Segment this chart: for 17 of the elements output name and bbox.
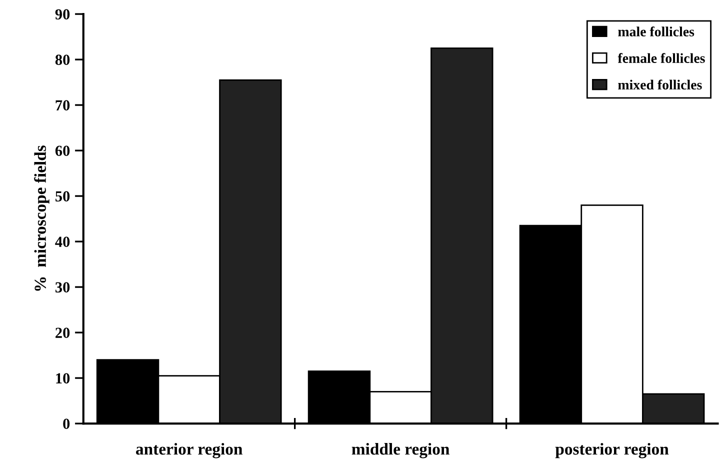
x-tick-label: middle region: [352, 442, 450, 458]
y-tick-label: 50: [56, 191, 70, 202]
y-tick-label: 10: [56, 373, 70, 384]
x-tick-label: anterior region: [136, 442, 242, 458]
legend-label: female follicles: [618, 53, 705, 63]
y-tick-label: 40: [55, 236, 70, 247]
y-tick-label: 90: [55, 9, 70, 20]
legend-label: male follicles: [618, 26, 694, 36]
y-tick-label: 0: [63, 418, 70, 429]
x-tick-label: posterior region: [555, 442, 669, 458]
y-tick-label: 80: [55, 54, 70, 65]
y-tick-label: 70: [56, 100, 70, 110]
y-tick-label: 60: [55, 146, 70, 156]
y-tick-label: 20: [56, 328, 70, 338]
y-axis-title: % microscope fields: [34, 146, 50, 291]
y-tick-label: 30: [55, 282, 70, 292]
legend-label: mixed follicles: [618, 80, 702, 90]
